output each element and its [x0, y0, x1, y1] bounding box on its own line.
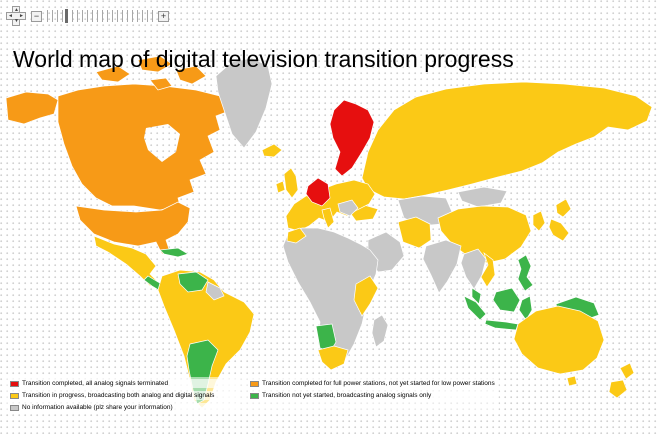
zoom-slider-handle[interactable] — [65, 9, 68, 23]
legend-label: Transition in progress, broadcasting bot… — [22, 392, 215, 399]
pan-control[interactable]: ▲ ▼ ◄ ► — [6, 6, 26, 26]
region-guyanas — [205, 281, 225, 301]
pan-left-icon[interactable]: ◄ — [8, 13, 13, 19]
country-australia — [513, 305, 605, 375]
country-japan-hokkaido — [555, 198, 572, 218]
country-vietnam — [480, 252, 496, 288]
pan-control-horizontal-bar — [6, 12, 26, 20]
region-alaska — [5, 91, 59, 125]
country-ireland — [275, 180, 286, 194]
country-japan-honshu — [548, 218, 570, 242]
legend-item: Transition not yet started, broadcasting… — [248, 391, 497, 400]
page-title: World map of digital television transiti… — [13, 46, 514, 72]
zoom-slider[interactable] — [47, 9, 153, 23]
zoom-out-button[interactable]: − — [31, 10, 42, 22]
country-korea — [532, 210, 546, 232]
country-venezuela — [177, 271, 209, 293]
not_started-color-swatch — [250, 392, 259, 399]
arctic-island-3 — [175, 65, 207, 85]
country-south-africa — [317, 345, 349, 371]
country-philippines — [517, 254, 534, 292]
region-scandinavia — [329, 99, 375, 177]
legend-label: Transition not yet started, broadcasting… — [262, 392, 432, 399]
region-malay-peninsula — [471, 287, 482, 305]
country-great-britain — [283, 167, 299, 199]
legend-column-1: Transition completed, all analog signals… — [8, 379, 240, 412]
full_power-color-swatch — [250, 380, 259, 387]
arctic-island-2 — [137, 55, 173, 73]
country-greenland — [215, 57, 273, 149]
new-zealand-north — [619, 362, 635, 380]
zoom-in-button[interactable]: + — [158, 10, 169, 22]
pan-down-icon[interactable]: ▼ — [14, 18, 19, 24]
legend-item: Transition in progress, broadcasting bot… — [8, 391, 240, 400]
island-borneo — [492, 287, 521, 313]
legend-label: Transition completed for full power stat… — [262, 380, 495, 387]
region-balkans — [337, 199, 359, 217]
country-morocco — [286, 227, 307, 244]
country-canada — [57, 83, 233, 211]
legend-item: No information available (plz share your… — [8, 403, 240, 412]
legend: Transition completed, all analog signals… — [6, 377, 499, 414]
caspian-sea — [388, 204, 401, 230]
continent-south-america — [157, 269, 255, 409]
pan-right-icon[interactable]: ► — [19, 13, 24, 19]
country-russia — [361, 81, 653, 200]
legend-label: Transition completed, all analog signals… — [22, 380, 169, 387]
country-italy — [321, 207, 335, 229]
island-sulawesi — [518, 295, 533, 321]
island-java — [484, 319, 519, 331]
legend-item: Transition completed, all analog signals… — [8, 379, 240, 388]
country-indochina — [460, 248, 487, 290]
island-tasmania — [566, 375, 578, 387]
legend-column-2: Transition completed for full power stat… — [248, 379, 497, 412]
country-cuba — [159, 247, 189, 258]
country-madagascar — [371, 314, 389, 348]
island-sumatra — [463, 295, 487, 321]
arctic-island-1 — [95, 65, 131, 83]
map-toolbar: ▲ ▼ ◄ ► − + — [6, 5, 169, 27]
no_info-color-swatch — [10, 404, 19, 411]
new-zealand-south — [608, 379, 628, 399]
legend-item: Transition completed for full power stat… — [248, 379, 497, 388]
pan-up-icon[interactable]: ▲ — [14, 7, 19, 13]
region-netherlands-germany — [305, 177, 331, 207]
continent-africa — [282, 227, 379, 371]
country-india — [422, 239, 462, 294]
country-iceland — [261, 143, 283, 158]
country-iran — [397, 216, 432, 249]
completed-color-swatch — [10, 380, 19, 387]
country-mongolia — [457, 186, 508, 208]
hudson-bay — [144, 124, 180, 162]
legend-label: No information available (plz share your… — [22, 404, 173, 411]
region-europe — [285, 179, 376, 232]
in_progress-color-swatch — [10, 392, 19, 399]
arctic-island-4 — [149, 77, 173, 91]
country-usa — [75, 201, 191, 255]
region-east-africa — [353, 275, 379, 317]
